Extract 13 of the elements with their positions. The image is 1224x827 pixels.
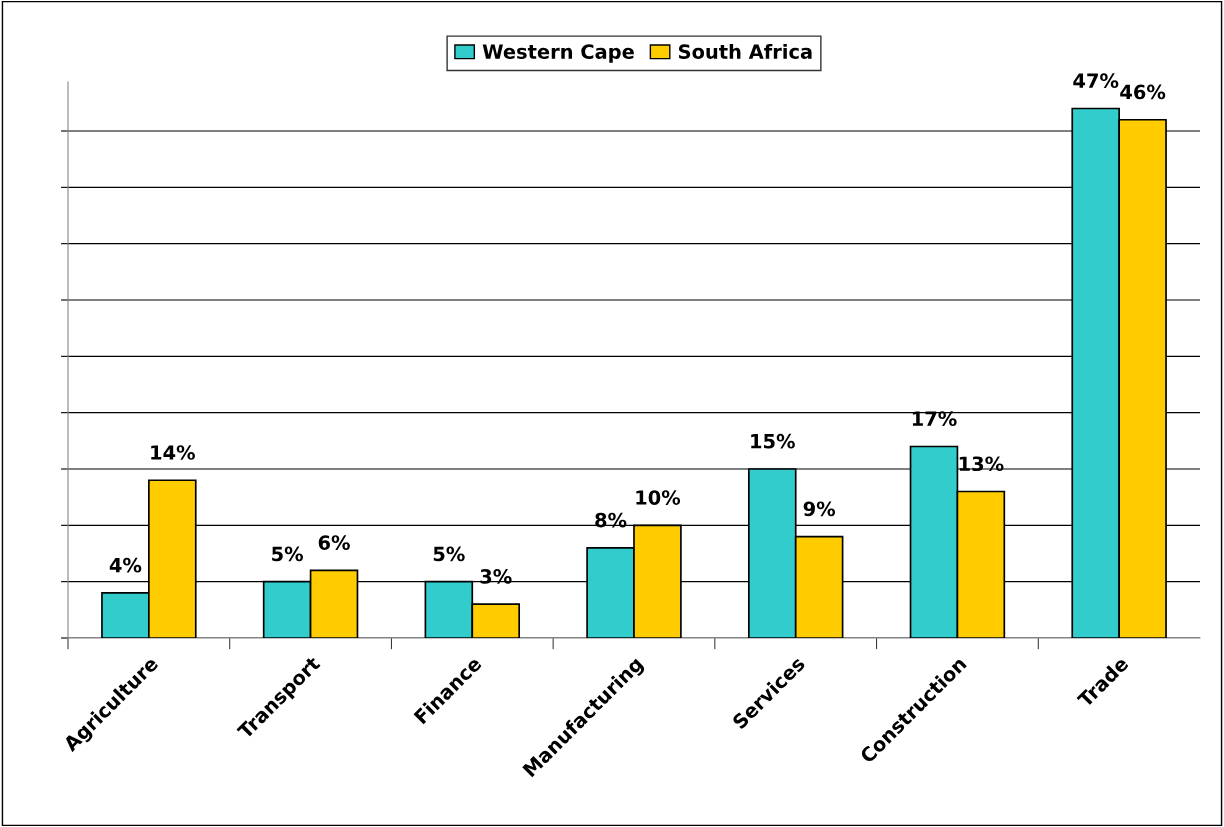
data-label: 10%: [636, 490, 681, 505]
data-label: 6%: [318, 535, 350, 550]
data-label: 5%: [272, 546, 304, 562]
data-label: 14%: [151, 445, 195, 460]
data-label: 5%: [433, 546, 465, 562]
data-label: 47%: [1073, 73, 1119, 89]
data-label: 9%: [803, 501, 836, 517]
legend-label: Western Cape: [482, 44, 634, 63]
data-label: 15%: [751, 433, 795, 449]
data-label: 46%: [1120, 84, 1166, 100]
data-label: 13%: [959, 456, 1004, 472]
legend-label: South Africa: [678, 43, 812, 59]
data-label: 4%: [109, 557, 142, 573]
